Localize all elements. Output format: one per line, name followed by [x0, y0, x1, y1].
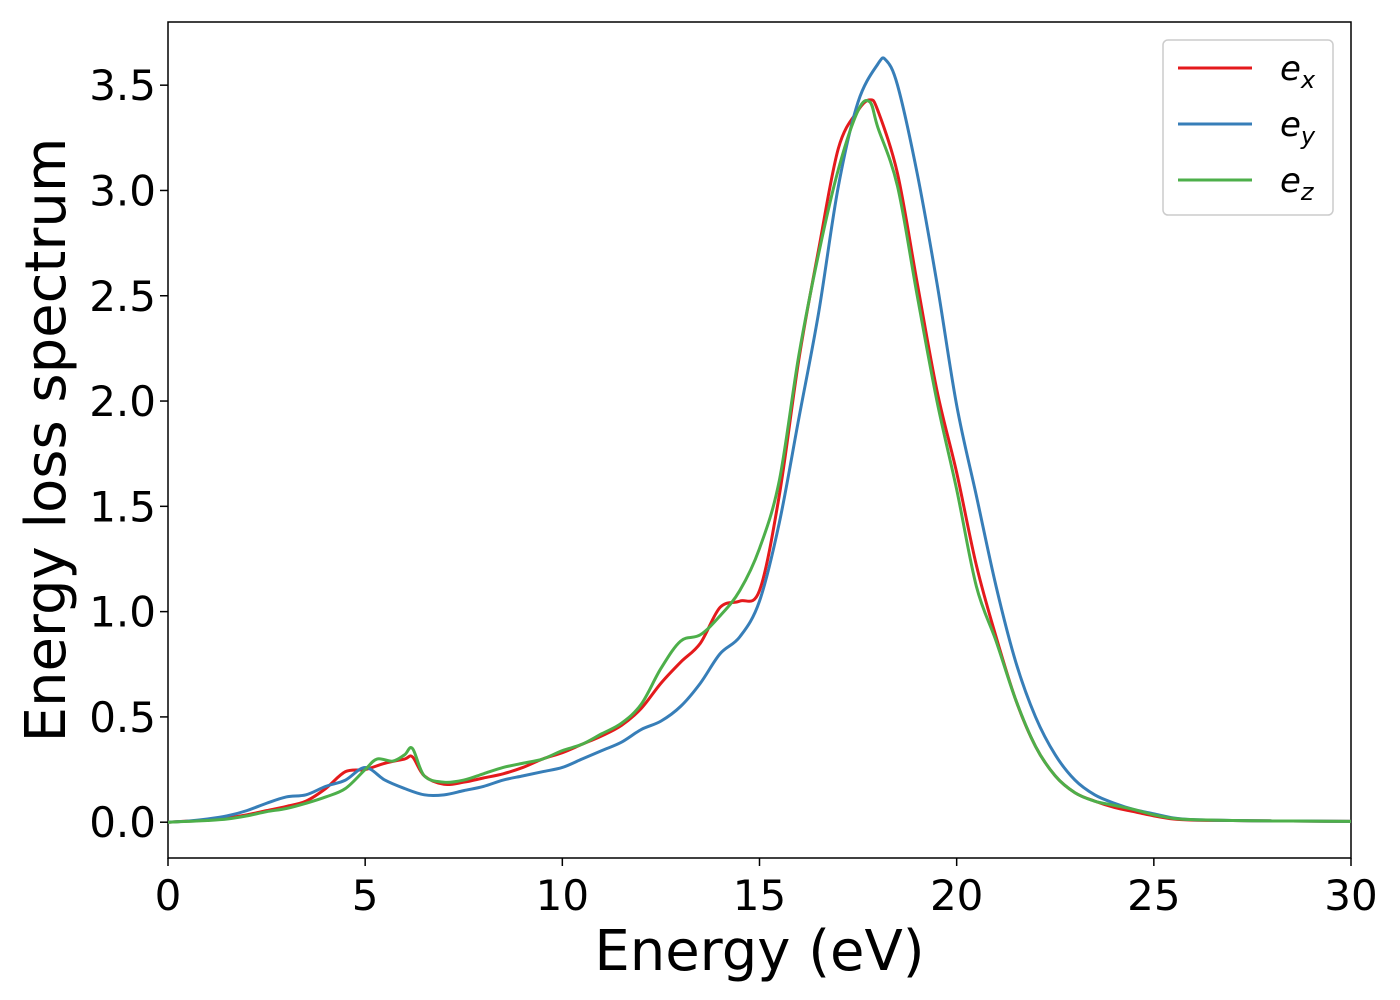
plot-frame: [167, 21, 1352, 859]
y-tick-label: 1.0: [89, 588, 156, 637]
legend-label-base: e: [1280, 105, 1301, 145]
x-tick-label: 0: [155, 871, 182, 920]
y-tick-label: 3.5: [89, 61, 156, 110]
y-axis-title: Energy loss spectrum: [14, 138, 79, 743]
x-tick-label: 30: [1324, 871, 1377, 920]
series-line-ey: [167, 56, 1352, 824]
series-line-ez: [167, 98, 1352, 824]
x-tick-label: 25: [1127, 871, 1180, 920]
x-tick-label: 20: [930, 871, 983, 920]
x-tick-label: 15: [733, 871, 786, 920]
legend-label-base: e: [1280, 161, 1301, 201]
series-lines: [167, 56, 1352, 824]
x-axis-title: Energy (eV): [594, 919, 924, 984]
legend-label: ey: [1280, 105, 1316, 150]
y-axis-ticks: 0.0 0.5 1.0 1.5 2.0 2.5 3.0 3.5: [89, 61, 168, 847]
y-tick-label: 0.5: [89, 693, 156, 742]
y-tick-label: 3.0: [89, 166, 156, 215]
plot-area: [167, 21, 1352, 859]
y-tick-label: 1.5: [89, 482, 156, 531]
legend-label: ez: [1280, 161, 1315, 206]
y-tick-label: 0.0: [89, 798, 156, 847]
legend-label-subscript: z: [1300, 178, 1315, 206]
x-tick-label: 10: [536, 871, 589, 920]
legend-frame: [1162, 39, 1334, 216]
x-tick-label: 5: [352, 871, 379, 920]
y-tick-label: 2.5: [89, 272, 156, 321]
y-tick-label: 2.0: [89, 377, 156, 426]
legend-label-subscript: x: [1300, 66, 1316, 94]
legend-label-subscript: y: [1300, 122, 1316, 150]
legend-label-base: e: [1280, 49, 1301, 89]
x-axis-ticks: 0 5 10 15 20 25 30: [155, 858, 1378, 920]
legend-label: ex: [1280, 49, 1316, 94]
